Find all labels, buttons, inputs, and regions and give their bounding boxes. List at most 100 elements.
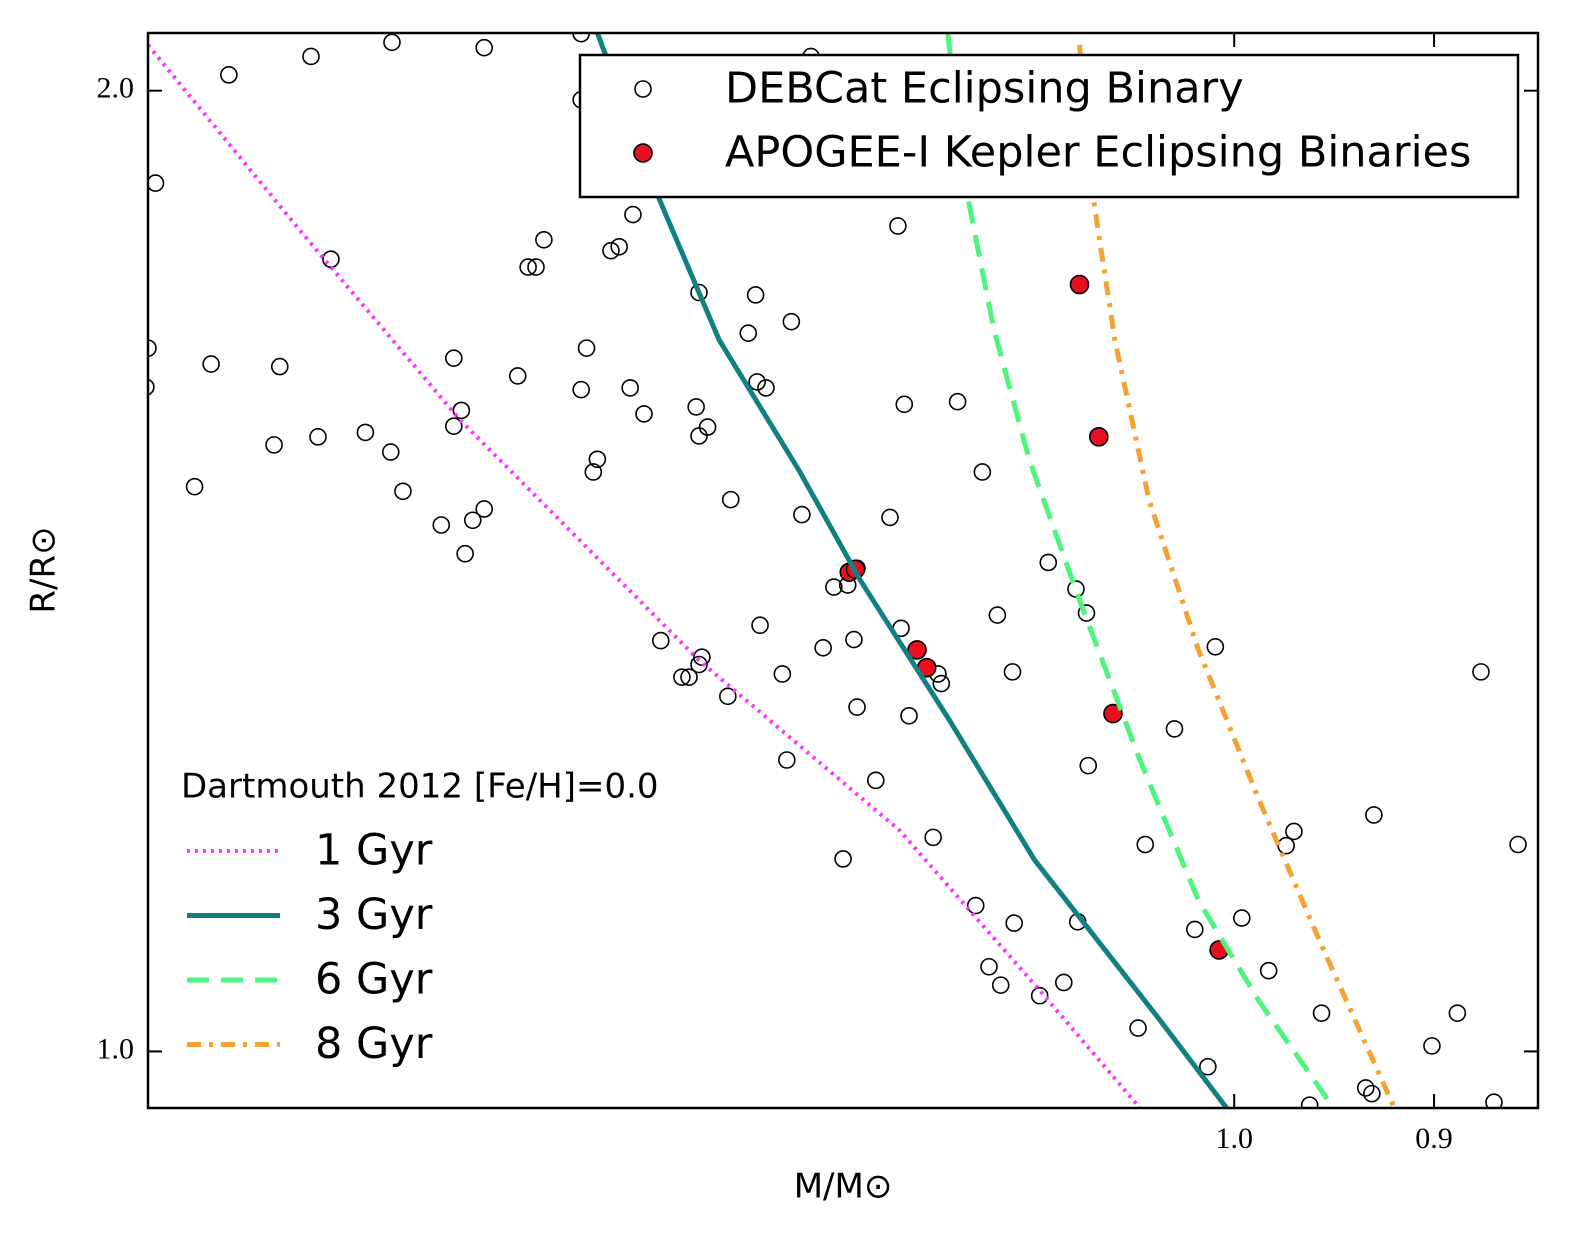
- data-point: [866, 771, 885, 790]
- data-point: [302, 47, 320, 66]
- data-point: [148, 339, 157, 357]
- data-point: [980, 957, 998, 976]
- legend-marker: [634, 80, 652, 98]
- data-point: [1509, 835, 1527, 854]
- data-point: [1285, 822, 1303, 841]
- data-point: [394, 482, 412, 501]
- data-point: [322, 250, 340, 269]
- data-point: [383, 33, 401, 52]
- data-point: [148, 378, 155, 396]
- legend-label: 3 Gyr: [315, 890, 433, 940]
- legend-label: 6 Gyr: [315, 955, 433, 1005]
- data-point: [1312, 1004, 1331, 1022]
- data-point: [475, 38, 494, 57]
- legend-label: 8 Gyr: [315, 1019, 433, 1069]
- y-tick-label: 2.0: [97, 72, 135, 105]
- data-point: [1165, 720, 1184, 738]
- data-point: [1079, 756, 1098, 775]
- data-point: [673, 668, 691, 686]
- data-point: [1485, 1093, 1503, 1108]
- data-point: [1423, 1037, 1441, 1055]
- data-point: [508, 367, 527, 385]
- data-point: [535, 231, 553, 249]
- data-point: [456, 544, 474, 563]
- data-point: [148, 174, 165, 192]
- data-point: [1103, 703, 1123, 724]
- data-point: [1069, 274, 1090, 295]
- data-point: [202, 355, 220, 373]
- data-point: [825, 578, 843, 596]
- data-point: [834, 850, 852, 868]
- legend-label: DEBCat Eclipsing Binary: [725, 64, 1244, 114]
- data-point: [572, 380, 590, 399]
- data-point: [265, 436, 283, 454]
- isochrone-line: [148, 43, 1142, 1108]
- data-point: [1199, 1057, 1217, 1076]
- data-point: [1005, 914, 1023, 932]
- data-point: [432, 516, 451, 534]
- data-point: [621, 379, 639, 397]
- data-point: [966, 896, 985, 915]
- plot-area: [148, 33, 1527, 1108]
- data-point: [309, 428, 327, 446]
- x-tick-label: 0.9: [1415, 1122, 1453, 1155]
- data-point: [782, 312, 801, 331]
- data-point: [1136, 835, 1155, 854]
- data-point: [751, 616, 769, 635]
- data-point: [746, 286, 765, 304]
- data-point: [690, 427, 708, 445]
- data-point: [1448, 1004, 1467, 1022]
- data-point: [577, 339, 596, 357]
- data-point: [588, 450, 607, 469]
- x-axis-label: M/M⊙: [794, 1167, 893, 1207]
- data-point: [748, 373, 766, 391]
- data-point: [848, 698, 866, 716]
- data-point: [624, 205, 642, 224]
- data-point: [602, 241, 620, 260]
- data-point: [220, 66, 238, 84]
- data-point: [924, 828, 942, 847]
- data-point: [778, 751, 796, 769]
- data-point: [988, 606, 1007, 624]
- data-point: [445, 349, 463, 367]
- data-point: [1039, 553, 1058, 572]
- data-point: [1003, 663, 1022, 681]
- isochrone-line: [945, 33, 1336, 1108]
- legend-label: APOGEE-I Kepler Eclipsing Binaries: [725, 128, 1471, 178]
- data-point: [973, 463, 992, 481]
- data-point: [907, 640, 927, 660]
- data-point: [1300, 1096, 1319, 1108]
- data-point: [635, 405, 653, 423]
- data-point: [1077, 604, 1096, 622]
- data-point: [719, 687, 737, 706]
- data-point: [1472, 663, 1490, 681]
- data-point: [651, 631, 670, 650]
- data-point: [1259, 961, 1278, 980]
- data-point: [991, 976, 1010, 994]
- data-point: [793, 505, 811, 524]
- axes-frame: [146, 31, 1540, 1110]
- data-point: [445, 417, 463, 436]
- data-point: [773, 665, 792, 683]
- data-point: [584, 463, 603, 481]
- data-point: [1129, 1019, 1147, 1037]
- data-point: [690, 283, 708, 302]
- legend-marker: [633, 143, 653, 163]
- isochrone-line: [595, 33, 1229, 1108]
- data-point: [1277, 836, 1295, 855]
- data-point: [1206, 638, 1225, 656]
- data-point: [1088, 427, 1109, 447]
- y-axis-label: R/R⊙: [24, 526, 64, 613]
- data-point: [680, 668, 698, 686]
- data-point: [185, 477, 204, 496]
- y-tick-label: 1.0: [97, 1032, 135, 1065]
- data-point: [1233, 909, 1251, 927]
- data-point: [1356, 1079, 1375, 1097]
- data-point: [1365, 806, 1383, 824]
- data-point: [475, 500, 494, 518]
- data-point: [757, 379, 775, 397]
- data-point: [739, 324, 758, 342]
